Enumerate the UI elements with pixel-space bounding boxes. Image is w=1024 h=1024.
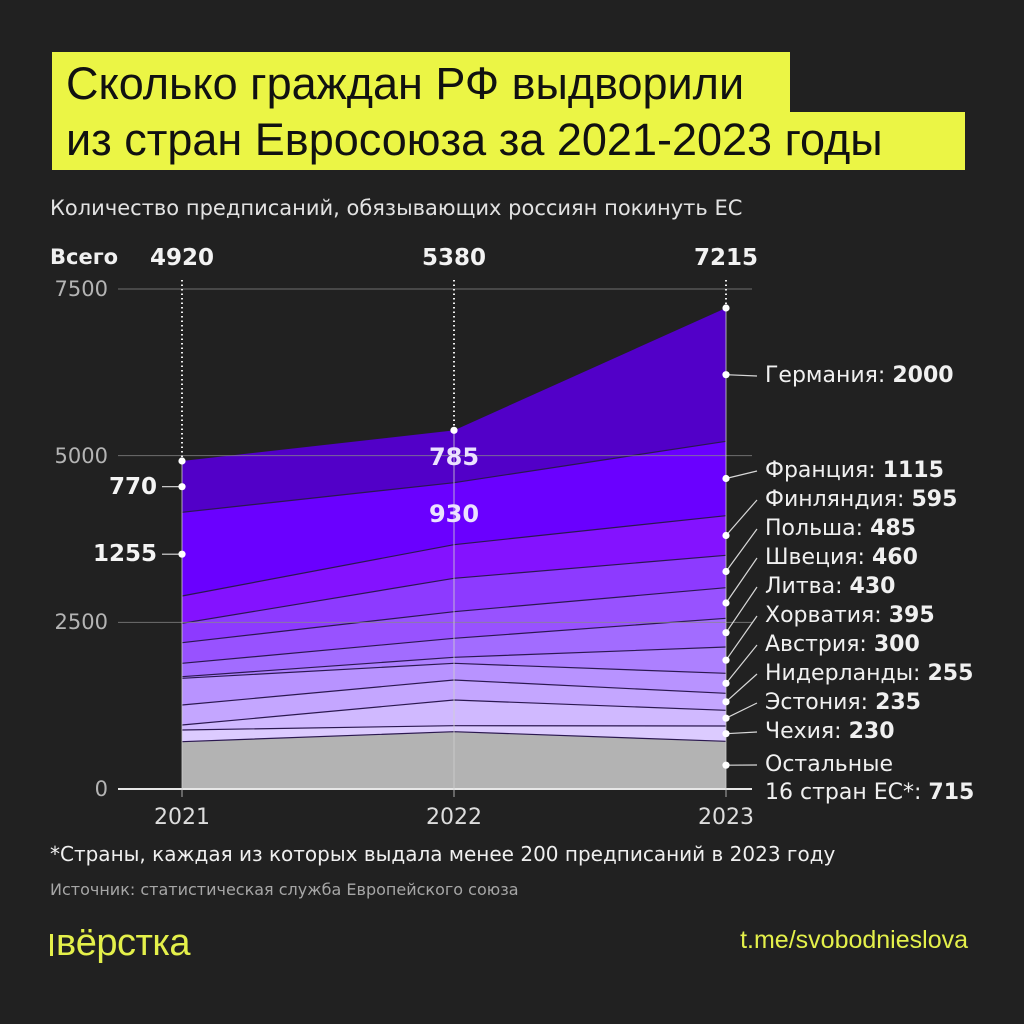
area-layer — [182, 680, 726, 725]
legend-country-value: 235 — [875, 690, 921, 715]
legend-country-name: Франция: — [765, 458, 876, 483]
legend-leader — [725, 673, 758, 703]
legend-country-name: Хорватия: — [765, 603, 882, 628]
legend-country-value: 430 — [849, 574, 896, 599]
legend-label: Германия: 2000 — [765, 362, 954, 390]
legend-country-value: 485 — [870, 516, 916, 541]
legend-dot — [722, 599, 730, 607]
total-dot — [722, 304, 730, 312]
legend-label: Швеция: 460 — [765, 544, 918, 572]
legend-dot — [722, 371, 730, 379]
legend-leader — [725, 615, 758, 661]
legend-country-name: Чехия: — [765, 719, 842, 744]
legend-country-value: 255 — [927, 661, 974, 686]
area-layer — [182, 725, 726, 742]
legend-country-name: Эстония: — [765, 690, 869, 715]
legend-country-value: 300 — [873, 632, 920, 657]
legend-country-name: Нидерланды: — [765, 661, 921, 686]
totals-label: Всего — [50, 245, 119, 269]
legend-leader — [725, 470, 758, 480]
legend-label: Финляндия: 595 — [765, 486, 957, 514]
title-line-1: Сколько граждан РФ выдворили — [52, 52, 790, 114]
legend-leader — [725, 499, 758, 536]
total-dot — [450, 426, 458, 434]
area-layer — [182, 308, 726, 513]
legend-dot — [722, 629, 730, 637]
y-tick-label: 5000 — [54, 443, 108, 468]
legend-dot — [722, 714, 730, 722]
x-tick-label: 2021 — [154, 805, 210, 830]
total-value: 7215 — [693, 245, 759, 271]
legend-label: Эстония: 235 — [765, 689, 921, 717]
legend-country-name: Литва: — [765, 574, 843, 599]
area-layer — [182, 663, 726, 705]
x-tick-label: 2022 — [426, 805, 482, 830]
legend-leader — [725, 702, 758, 719]
legend-country-name: Австрия: — [765, 632, 867, 657]
legend-country-value: 230 — [848, 719, 895, 744]
legend-dot — [722, 531, 730, 540]
legend-leader — [725, 586, 758, 634]
total-value: 5380 — [421, 245, 487, 271]
total-dot — [178, 457, 186, 465]
telegram-link[interactable]: t.me/svobodnieslova — [740, 926, 968, 954]
legend-label: Остальные 16 стран ЕС*: 715 — [765, 751, 974, 807]
legend-country-name: Германия: — [765, 363, 886, 388]
legend-label: Франция: 1115 — [765, 457, 944, 485]
legend-label: Польша: 485 — [765, 515, 916, 543]
annotation-dot — [178, 550, 186, 558]
y-tick-label: 7500 — [54, 277, 108, 301]
title-line-2: из стран Евросоюза за 2021-2023 годы — [52, 112, 965, 170]
legend-leader — [725, 528, 758, 572]
legend-label: Австрия: 300 — [765, 631, 920, 659]
legend-label: Нидерланды: 255 — [765, 660, 973, 688]
legend-leader — [725, 644, 758, 684]
legend-country-value: 2000 — [892, 363, 954, 388]
legend-dot — [722, 474, 730, 483]
legend-dot — [722, 567, 730, 576]
footnote: *Страны, каждая из которых выдала менее … — [50, 842, 836, 866]
legend-label: Литва: 430 — [765, 573, 895, 601]
legend-label: Хорватия: 395 — [765, 602, 935, 630]
legend-country-name: Польша: — [765, 516, 864, 541]
legend-leader — [725, 557, 758, 604]
legend-country-value: 460 — [871, 545, 918, 570]
legend-dot — [722, 679, 730, 687]
legend-dot — [722, 656, 730, 664]
legend-dot — [722, 698, 730, 706]
verstka-logo: вёрстка — [50, 922, 190, 965]
annotation-dot — [178, 483, 186, 491]
legend-country-value: 1115 — [882, 458, 944, 483]
legend-country-value: 395 — [888, 603, 935, 628]
y-tick-label: 2500 — [54, 610, 108, 635]
legend-country-name: Финляндия: — [765, 487, 905, 512]
legend-label: Чехия: 230 — [765, 718, 895, 746]
legend-country-value: 595 — [911, 487, 958, 512]
france-2022-value: 930 — [428, 499, 480, 528]
legend-country-name: Остальные 16 стран ЕС*: — [765, 752, 922, 805]
x-tick-label: 2023 — [698, 805, 754, 830]
germany-2022-value: 785 — [428, 442, 480, 471]
germany-2021-value: 770 — [108, 473, 157, 500]
total-value: 4920 — [149, 245, 215, 271]
source-note: Источник: статистическая служба Европейс… — [50, 880, 519, 899]
y-tick-label: 0 — [94, 777, 108, 801]
legend-dot — [722, 761, 730, 769]
legend-leader — [725, 731, 758, 735]
france-2021-value: 1255 — [92, 541, 157, 568]
legend-dot — [722, 730, 730, 738]
legend-leader — [725, 374, 758, 377]
chart-subtitle: Количество предписаний, обязывающих росс… — [50, 196, 743, 220]
legend-country-value: 715 — [928, 780, 975, 805]
legend-country-name: Швеция: — [765, 545, 865, 570]
